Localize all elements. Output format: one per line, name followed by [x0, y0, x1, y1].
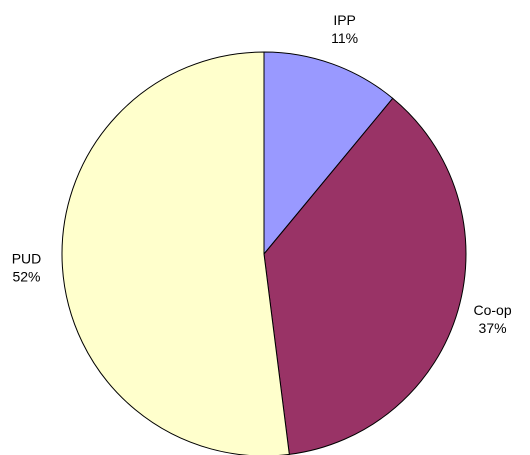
- slice-label: Co-op: [473, 302, 511, 318]
- pie-slice: [263, 97, 467, 455]
- pie-slice: [61, 51, 290, 455]
- slice-value-label: 52%: [12, 269, 40, 285]
- slice-value-label: 11%: [331, 30, 358, 46]
- slice-label: PUD: [12, 251, 42, 267]
- slice-label: IPP: [333, 12, 356, 28]
- pie-slice: [263, 51, 394, 256]
- slice-value-label: 37%: [479, 320, 507, 336]
